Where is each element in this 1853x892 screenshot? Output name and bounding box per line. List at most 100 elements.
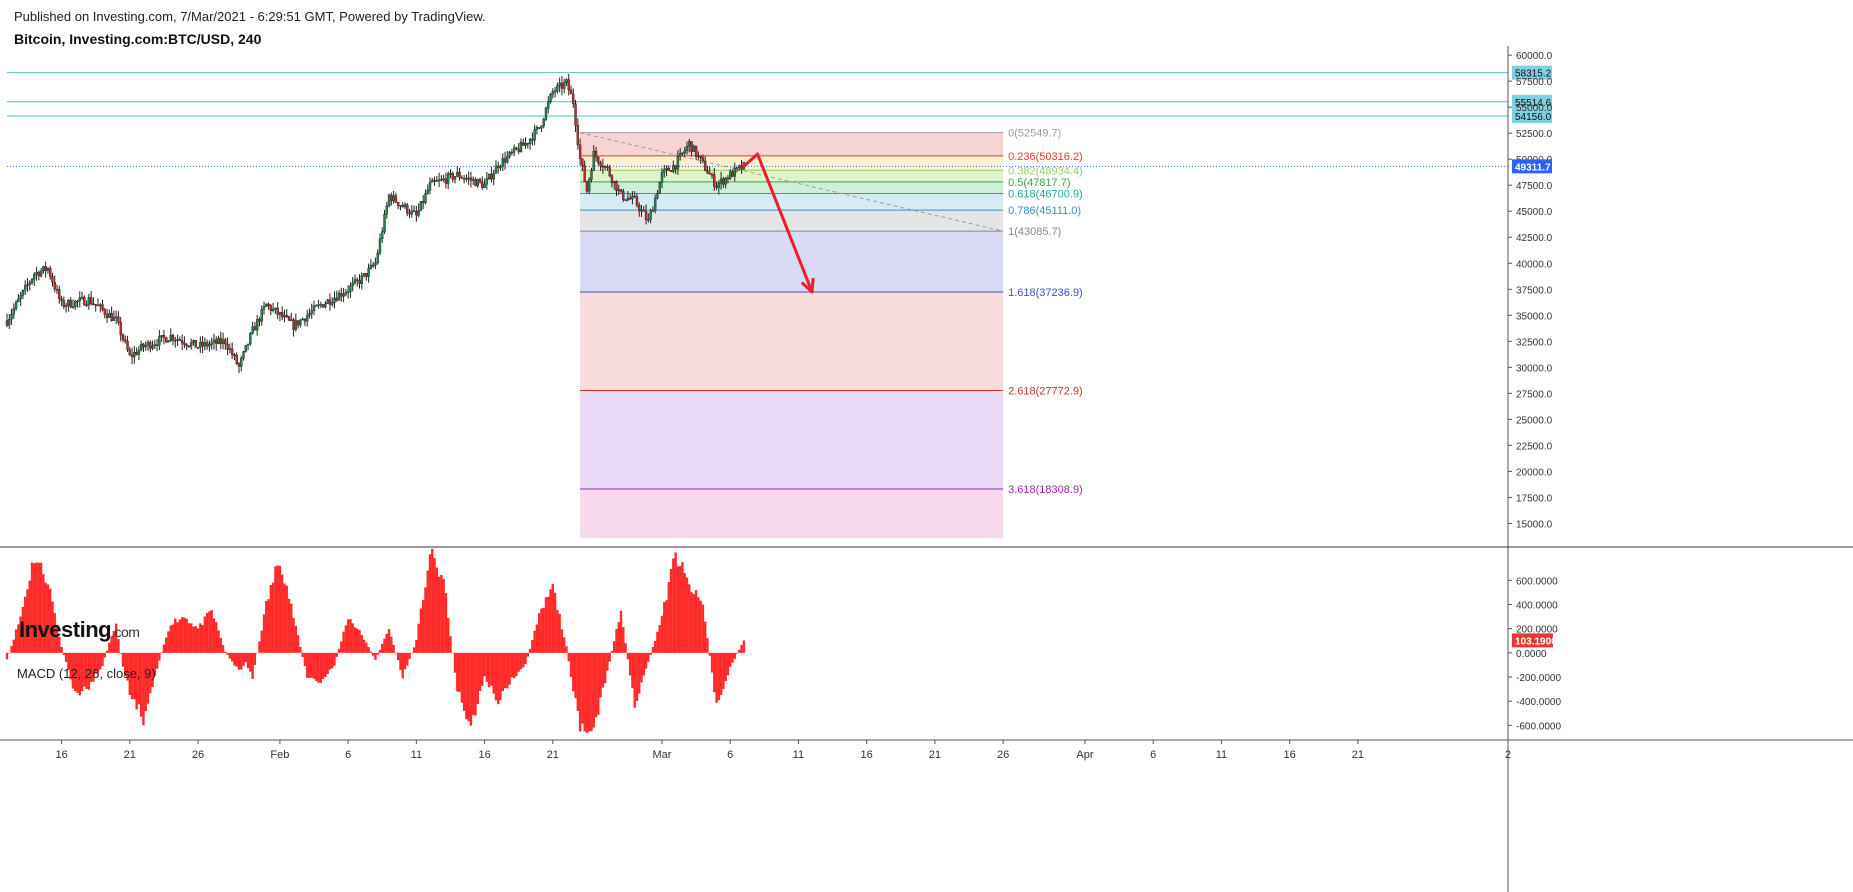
candle (296, 320, 300, 326)
candle (33, 274, 36, 280)
candle (647, 219, 650, 221)
candle (135, 352, 138, 355)
macd-indicator-label[interactable]: MACD (12, 26, close, 9) (17, 666, 156, 681)
candle (717, 183, 721, 188)
candle (481, 181, 484, 188)
candle (249, 333, 252, 345)
candle (449, 173, 452, 175)
candle (331, 302, 334, 305)
candle (556, 85, 559, 92)
price-axis-label: 22500.0 (1516, 441, 1553, 452)
macd-bar (585, 652, 589, 733)
candle (476, 179, 479, 187)
candle (635, 196, 639, 206)
candle (319, 304, 323, 306)
macd-bar (724, 652, 727, 682)
macd-bar (10, 645, 13, 653)
candle (208, 344, 211, 347)
candle (190, 342, 193, 347)
candle (158, 336, 161, 346)
candle (78, 297, 81, 302)
candle (276, 307, 279, 315)
macd-bar (472, 652, 475, 716)
fib-level-label: 0(52549.7) (1008, 128, 1061, 140)
macd-bar (369, 651, 373, 653)
projection-arrow (742, 152, 814, 293)
candle (303, 318, 307, 322)
time-axis-label: 11 (1216, 749, 1227, 761)
macd-bar (353, 627, 357, 653)
macd-bar (276, 565, 279, 653)
macd-bar (735, 652, 739, 654)
macd-bar (715, 652, 718, 703)
macd-bar (665, 600, 668, 653)
fib-zone (580, 292, 1004, 391)
candle (663, 169, 666, 173)
candle (428, 182, 432, 191)
macd-bar (617, 622, 620, 653)
macd-bar (356, 628, 359, 653)
candle (205, 342, 209, 347)
macd-bar (417, 623, 420, 653)
candle (565, 79, 568, 83)
candle (412, 210, 416, 212)
chart-title: Bitcoin, Investing.com:BTC/USD, 240 (14, 31, 262, 47)
macd-bar (465, 652, 468, 720)
candle (383, 213, 386, 232)
candle (280, 312, 284, 318)
macd-bar (649, 652, 652, 655)
time-axis-label: 6 (727, 749, 733, 761)
time-axis-label: Mar (653, 749, 672, 761)
time-axis-label: 21 (547, 749, 559, 761)
macd-bar (553, 592, 557, 653)
price-axis-label: 32500.0 (1516, 337, 1553, 348)
macd-bar (226, 652, 229, 655)
macd-bar (549, 589, 552, 653)
candle (12, 308, 16, 315)
candle (490, 173, 493, 180)
candle (681, 152, 684, 155)
candle (169, 334, 172, 341)
macd-bar (137, 652, 141, 705)
macd-bar (55, 624, 59, 653)
candle (251, 326, 254, 334)
macd-bar (522, 652, 525, 668)
macd-bar (299, 646, 302, 653)
macd-bar (610, 650, 614, 653)
resistance-price-tag (1512, 108, 1552, 123)
candle (483, 183, 486, 188)
candle (310, 310, 313, 314)
candle (221, 339, 225, 344)
macd-value-text: 103.1900 (1515, 636, 1557, 647)
macd-bar (235, 652, 238, 667)
macd-bar (215, 622, 218, 653)
candle (174, 340, 177, 342)
macd-bar (37, 562, 41, 653)
macd-bar (565, 646, 568, 653)
macd-bar (151, 652, 154, 687)
candle (258, 319, 261, 322)
macd-bar (153, 652, 157, 676)
macd-bar (142, 652, 145, 726)
macd-bar (344, 625, 348, 653)
macd-bar (190, 623, 193, 653)
candle (306, 315, 309, 322)
macd-bar (280, 574, 284, 653)
macd-bar (83, 652, 86, 687)
price-axis-label: 52500.0 (1516, 129, 1553, 140)
candle (144, 345, 147, 348)
macd-bar (60, 647, 63, 653)
macd-bar (390, 636, 393, 653)
macd-bar (187, 623, 191, 653)
candle (274, 307, 277, 310)
candle (442, 178, 445, 180)
candle (121, 334, 125, 340)
macd-bar (542, 607, 545, 653)
candle (694, 145, 698, 157)
macd-bar (490, 652, 493, 686)
candle (678, 153, 682, 157)
macd-bar (476, 652, 479, 704)
macd-bar (124, 652, 127, 676)
macd-bar (130, 652, 134, 700)
